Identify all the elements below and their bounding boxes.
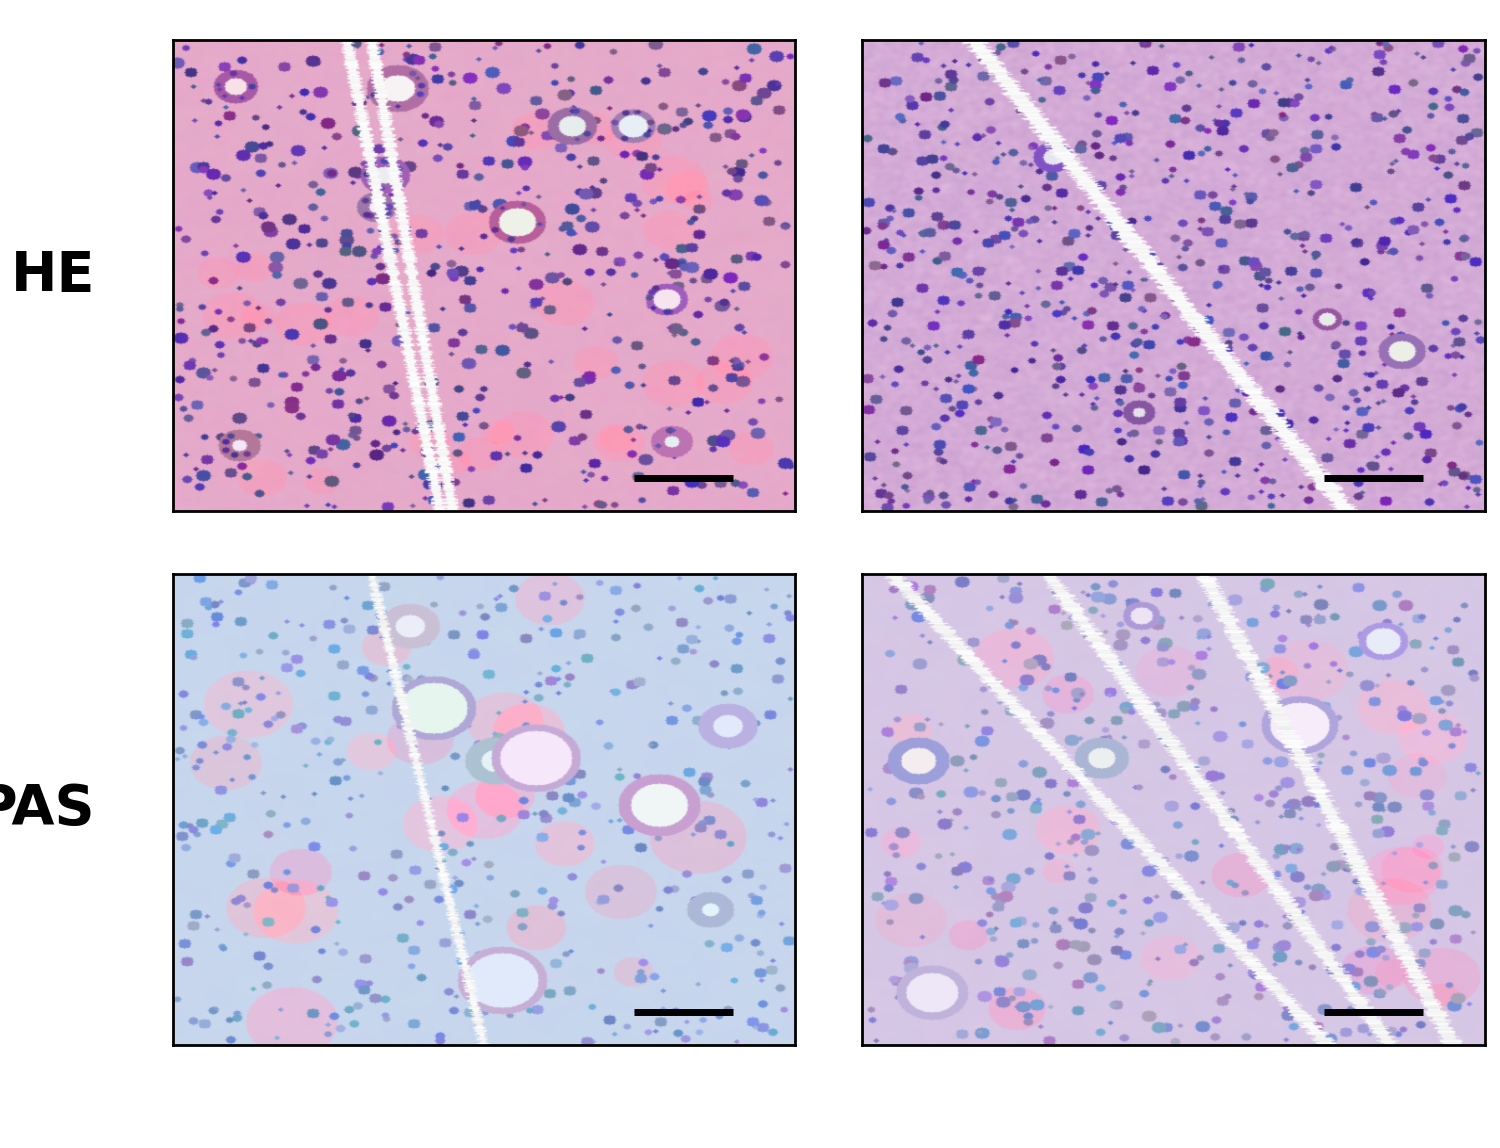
Text: $\mathit{Id4}^{+/+}$: $\mathit{Id4}^{+/+}$ — [420, 77, 548, 118]
Text: HE: HE — [10, 248, 96, 303]
Text: $\mathit{Id4}^{-/-}$: $\mathit{Id4}^{-/-}$ — [1110, 77, 1238, 118]
Text: PAS: PAS — [0, 782, 96, 837]
